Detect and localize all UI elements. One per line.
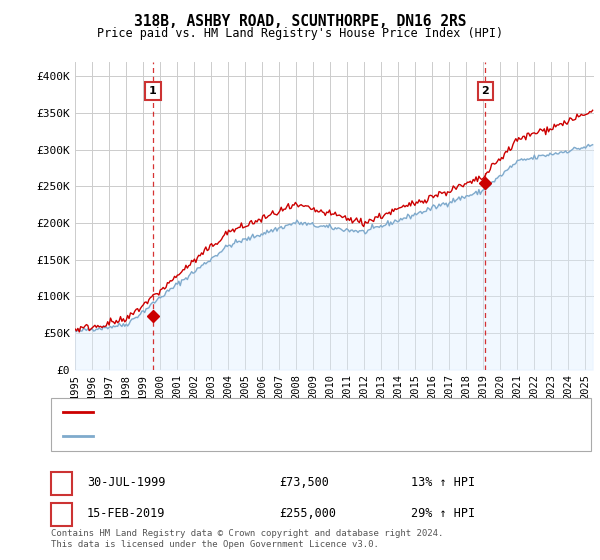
Text: 1: 1 <box>149 86 157 96</box>
Text: 13% ↑ HPI: 13% ↑ HPI <box>411 476 475 489</box>
Text: £73,500: £73,500 <box>279 476 329 489</box>
Text: 2: 2 <box>58 507 65 520</box>
Text: 318B, ASHBY ROAD, SCUNTHORPE, DN16 2RS (detached house): 318B, ASHBY ROAD, SCUNTHORPE, DN16 2RS (… <box>99 408 443 418</box>
Text: Price paid vs. HM Land Registry's House Price Index (HPI): Price paid vs. HM Land Registry's House … <box>97 27 503 40</box>
Text: £255,000: £255,000 <box>279 507 336 520</box>
Text: Contains HM Land Registry data © Crown copyright and database right 2024.
This d: Contains HM Land Registry data © Crown c… <box>51 529 443 549</box>
Text: HPI: Average price, detached house, North Lincolnshire: HPI: Average price, detached house, Nort… <box>99 431 437 441</box>
Text: 1: 1 <box>58 476 65 489</box>
Text: 30-JUL-1999: 30-JUL-1999 <box>87 476 166 489</box>
Text: 318B, ASHBY ROAD, SCUNTHORPE, DN16 2RS: 318B, ASHBY ROAD, SCUNTHORPE, DN16 2RS <box>134 14 466 29</box>
Text: 2: 2 <box>482 86 490 96</box>
Text: 15-FEB-2019: 15-FEB-2019 <box>87 507 166 520</box>
Text: 29% ↑ HPI: 29% ↑ HPI <box>411 507 475 520</box>
